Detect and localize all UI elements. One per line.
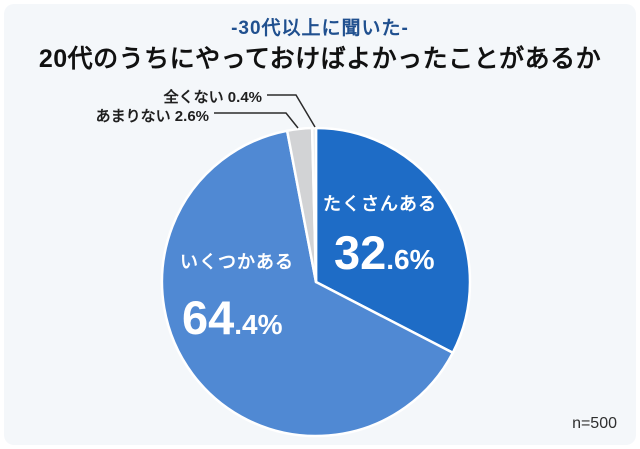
- pie-slice-0: [314, 126, 472, 355]
- leader-line-amari-nai: [214, 112, 299, 129]
- chart-title: 20代のうちにやっておけばよかったことがあるか: [38, 45, 602, 73]
- slice-value-takusan-aru: 32.6%: [334, 229, 435, 276]
- slice-label-takusan-aru: たくさんある: [323, 194, 437, 214]
- slice-value-takusan-aru-int: 32: [334, 226, 387, 279]
- sample-size-label: n=500: [572, 415, 617, 432]
- leader-line-mattaku-nai: [267, 94, 316, 128]
- pie-slice-3: [310, 126, 318, 284]
- callout-label-mattaku-nai: 全くない 0.4%: [163, 89, 262, 106]
- callout-label-amari-nai: あまりない 2.6%: [95, 108, 209, 125]
- slice-value-ikutsuka-aru-frac: .4%: [234, 309, 283, 340]
- slice-value-ikutsuka-aru-int: 64: [182, 291, 235, 344]
- pie-slice-1: [160, 129, 455, 438]
- slice-value-takusan-aru-frac: .6%: [386, 244, 435, 275]
- slice-value-ikutsuka-aru: 64.4%: [182, 294, 283, 341]
- chart-subtitle: -30代以上に聞いた-: [231, 18, 409, 39]
- slice-label-ikutsuka-aru: いくつかある: [180, 252, 294, 272]
